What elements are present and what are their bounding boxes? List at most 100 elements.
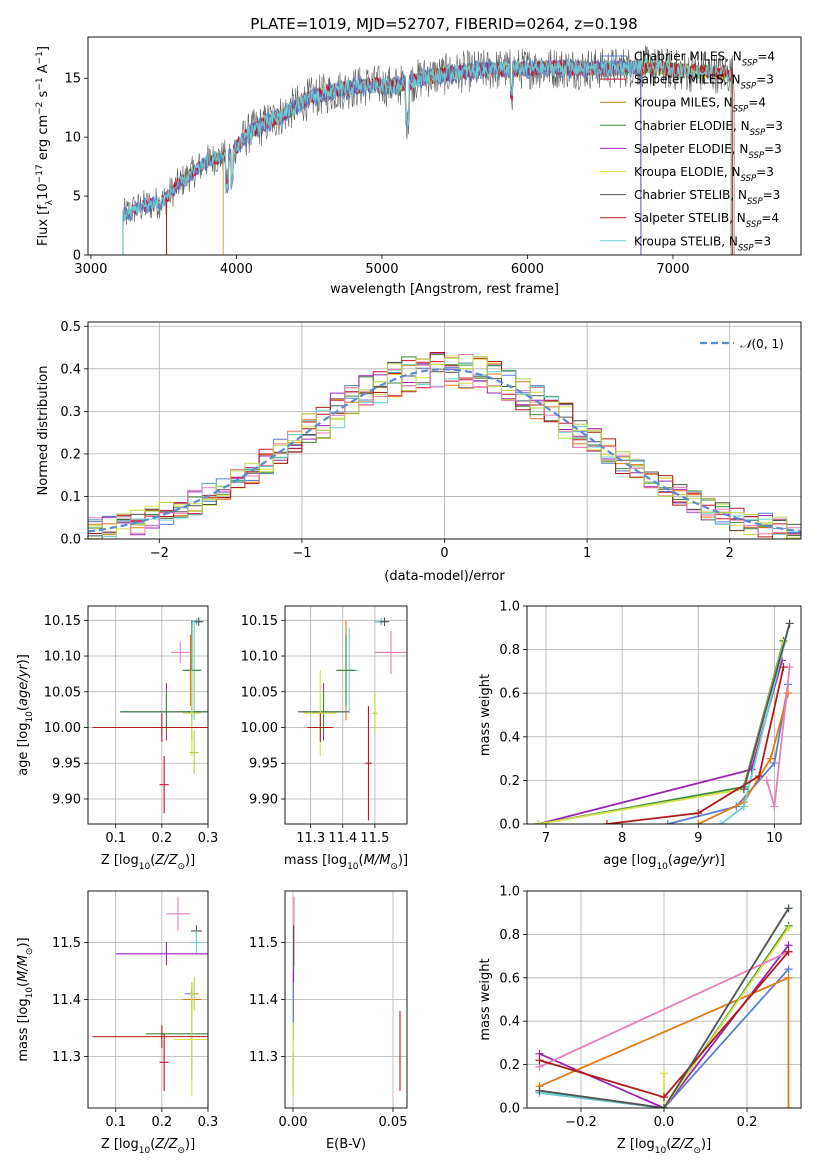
legend-label: 𝒩(0, 1) <box>740 337 784 351</box>
x-tick-label: −1 <box>292 546 311 561</box>
label-part: wavelength [Angstrom, rest frame] <box>330 282 559 297</box>
legend-label: Chabrier ELODIE, NSSP=3 <box>634 119 783 138</box>
y-tick-label: 15 <box>64 72 81 87</box>
normal-curve <box>88 368 801 533</box>
label-part: SSP <box>738 243 754 253</box>
label-part: M/M <box>16 955 31 982</box>
data-point <box>365 706 372 821</box>
data-point <box>301 690 346 734</box>
massweight-line <box>539 950 789 1068</box>
label-part: 𝒩 <box>740 337 755 351</box>
massweight-marker <box>785 619 794 628</box>
massweight-line <box>743 623 791 790</box>
y-tick-label: 11.4 <box>52 993 81 1008</box>
x-tick-label: 11.5 <box>360 831 389 846</box>
data-point <box>115 942 208 966</box>
x-axis-label: (data-model)/error <box>384 569 505 584</box>
data-point <box>307 713 334 742</box>
label-part: )] <box>185 1137 195 1152</box>
label-part: −1 <box>35 77 45 90</box>
y-tick-label: 10.10 <box>241 650 278 665</box>
label-part: mass [log <box>284 853 347 868</box>
y-tick-label: 0.1 <box>60 490 81 505</box>
label-part: ( <box>150 1137 155 1152</box>
massweight-marker <box>770 758 779 767</box>
label-part: =3 <box>756 73 774 87</box>
x-tick-label: 11.4 <box>328 831 357 846</box>
massweight-marker <box>660 1069 668 1078</box>
figure-title: PLATE=1019, MJD=52707, FIBERID=0264, z=0… <box>250 15 637 33</box>
x-axis-label: Z [log10(Z/Z⊙)] <box>617 1137 711 1156</box>
x-tick-label: 0.2 <box>152 831 173 846</box>
label-part: Salpeter MILES, N <box>634 73 741 87</box>
x-axis-label: Z [log10(Z/Z⊙)] <box>101 853 195 872</box>
label-part: (data-model)/error <box>384 569 505 584</box>
label-part: Normed distribution <box>36 366 51 496</box>
panel-age-vs-Z: 0.1 0.2 0.3 9.90 9.95 10.00 10.05 10.10 10.15 Z [… <box>16 605 219 872</box>
label-part: SSP <box>733 105 749 115</box>
label-part: =3 <box>754 234 772 248</box>
x-tick-label: −2 <box>150 546 169 561</box>
label-part: Z [log <box>101 1137 139 1152</box>
plot-area <box>92 896 208 1097</box>
legend-label: Kroupa STELIB, NSSP=3 <box>634 234 771 253</box>
x-tick-label: 8 <box>618 831 626 846</box>
x-tick-label: −0.2 <box>565 1115 597 1130</box>
massweight-marker <box>534 820 543 824</box>
x-axis-label: wavelength [Angstrom, rest frame] <box>330 282 559 297</box>
y-tick-label: 9.95 <box>249 757 278 772</box>
massweight-line <box>606 666 785 824</box>
plot-area <box>122 45 735 255</box>
x-tick-label: 0.2 <box>152 1115 173 1130</box>
y-tick-label: 10.15 <box>241 614 278 629</box>
massweight-marker <box>784 1104 793 1108</box>
label-part: ( <box>150 853 155 868</box>
label-part: =3 <box>763 188 781 202</box>
y-tick-label: 11.3 <box>249 1050 278 1065</box>
x-tick-label: 0.1 <box>105 831 126 846</box>
plot-area <box>534 619 794 824</box>
label-part: =4 <box>761 211 779 225</box>
label-part: ( <box>16 706 31 711</box>
x-axis-label: Z [log10(Z/Z⊙)] <box>101 1137 195 1156</box>
axes-frame <box>87 890 209 1109</box>
y-tick-label: 1.0 <box>499 600 520 615</box>
label-part: ⊙ <box>693 1146 701 1156</box>
label-part: Kroupa MILES, N <box>634 96 733 110</box>
histogram-series <box>88 356 801 539</box>
label-part: 10 <box>139 1146 151 1156</box>
axes-frame <box>526 890 802 1109</box>
label-part: Chabrier MILES, N <box>634 50 742 64</box>
y-tick-label: 0.6 <box>499 687 520 702</box>
y-tick-label: 0.4 <box>60 362 81 377</box>
label-part: )] <box>16 654 31 664</box>
massweight-marker <box>660 1104 668 1108</box>
y-tick-label: 5 <box>73 190 81 205</box>
legend-label: Salpeter STELIB, NSSP=4 <box>634 211 779 230</box>
label-part: λ <box>45 199 55 205</box>
data-point <box>189 731 199 774</box>
massweight-marker <box>784 689 793 698</box>
massweight-marker <box>694 809 703 818</box>
x-tick-label: 5000 <box>365 262 398 277</box>
x-tick-label: 0.3 <box>198 831 219 846</box>
y-axis-label: Normed distribution <box>36 366 51 496</box>
massweight-marker <box>535 1056 544 1065</box>
y-tick-label: 10 <box>64 131 81 146</box>
plot-area <box>292 896 401 1097</box>
y-tick-label: 0.2 <box>499 774 520 789</box>
label-part: Z/Z <box>670 1137 694 1152</box>
y-tick-label: 0.8 <box>499 928 520 943</box>
legend-label: Salpeter MILES, NSSP=3 <box>634 73 774 92</box>
label-part: A <box>36 64 51 77</box>
data-point <box>159 756 169 814</box>
plot-area <box>535 904 793 1108</box>
histogram-series <box>88 354 801 535</box>
label-part: 10 <box>25 711 35 723</box>
massweight-marker <box>784 973 793 982</box>
y-tick-label: 0.2 <box>60 447 81 462</box>
y-tick-label: 1.0 <box>499 885 520 900</box>
y-tick-label: 11.5 <box>249 936 278 951</box>
label-part: )] <box>701 1137 711 1152</box>
